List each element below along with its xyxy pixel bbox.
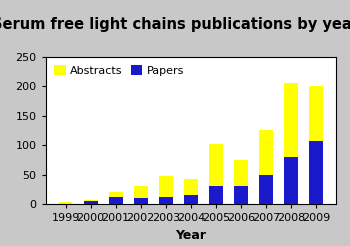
Bar xyxy=(209,144,223,186)
Bar xyxy=(234,160,248,186)
Bar xyxy=(59,202,72,204)
Bar xyxy=(259,175,273,204)
Bar xyxy=(159,197,173,204)
Bar xyxy=(84,201,98,204)
X-axis label: Year: Year xyxy=(175,229,206,242)
Bar xyxy=(134,198,148,204)
Bar xyxy=(109,192,122,197)
Bar xyxy=(209,186,223,204)
Bar xyxy=(84,200,98,201)
Bar xyxy=(309,141,323,204)
Bar xyxy=(109,197,122,204)
Bar xyxy=(134,186,148,198)
Text: Serum free light chains publications by year: Serum free light chains publications by … xyxy=(0,17,350,32)
Bar xyxy=(309,86,323,141)
Bar xyxy=(284,83,298,157)
Bar xyxy=(184,195,198,204)
Bar xyxy=(184,179,198,195)
Bar xyxy=(259,130,273,175)
Legend: Abstracts, Papers: Abstracts, Papers xyxy=(51,62,188,79)
Bar xyxy=(234,186,248,204)
Bar xyxy=(159,176,173,197)
Bar xyxy=(284,157,298,204)
